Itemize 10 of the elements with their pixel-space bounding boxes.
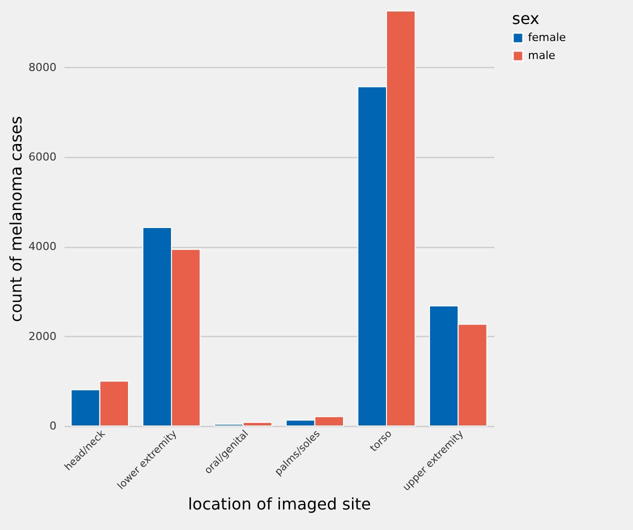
y-tick-label: 6000 <box>28 150 56 164</box>
y-tick-label: 8000 <box>28 60 56 74</box>
legend-title: sex <box>512 9 540 28</box>
y-tick-label: 0 <box>50 420 56 432</box>
legend-label: female <box>528 31 566 44</box>
y-tick-label: 2000 <box>28 330 56 343</box>
x-axis-title: location of imaged site <box>188 494 372 514</box>
y-axis-title: count of melanoma cases <box>6 116 26 322</box>
y-tick-label: 4000 <box>28 240 56 254</box>
legend-label: male <box>528 49 556 62</box>
